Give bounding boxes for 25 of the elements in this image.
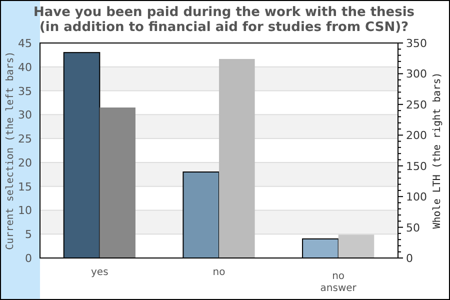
y2-tick-label: 250 bbox=[406, 98, 427, 112]
y2-tick-label: 350 bbox=[406, 37, 427, 50]
y2-tick-label: 0 bbox=[406, 252, 413, 265]
bar bbox=[219, 58, 255, 258]
y-tick-label: 0 bbox=[25, 252, 32, 265]
y2-axis-title: Whole LTH (the right bars) bbox=[432, 72, 443, 229]
x-tick-label: yes bbox=[91, 267, 108, 278]
y2-tick-label: 200 bbox=[406, 129, 427, 142]
y-tick-label: 45 bbox=[18, 37, 32, 50]
y-axis-title: Current selection (the left bars) bbox=[5, 51, 16, 250]
y-tick-label: 5 bbox=[25, 228, 32, 242]
y2-tick-label: 50 bbox=[406, 221, 420, 234]
y2-tick-label: 100 bbox=[406, 190, 427, 204]
y-tick-label: 10 bbox=[18, 204, 32, 218]
chart-title: Have you been paid during the work with the thesis (in addition to financial aid for studies from CSN)? bbox=[33, 5, 415, 35]
y2-tick-label: 150 bbox=[406, 160, 427, 173]
y-tick-label: 35 bbox=[18, 84, 32, 98]
y-tick-label: 30 bbox=[18, 108, 32, 122]
y-tick-label: 25 bbox=[18, 132, 32, 146]
y2-tick-label: 300 bbox=[406, 68, 427, 81]
x-tick-label: no bbox=[212, 267, 226, 278]
y-tick-label: 20 bbox=[18, 156, 32, 170]
y-tick-label: 40 bbox=[18, 60, 32, 74]
x-tick-label: no answer bbox=[320, 271, 358, 294]
y-tick-label: 15 bbox=[18, 180, 32, 194]
